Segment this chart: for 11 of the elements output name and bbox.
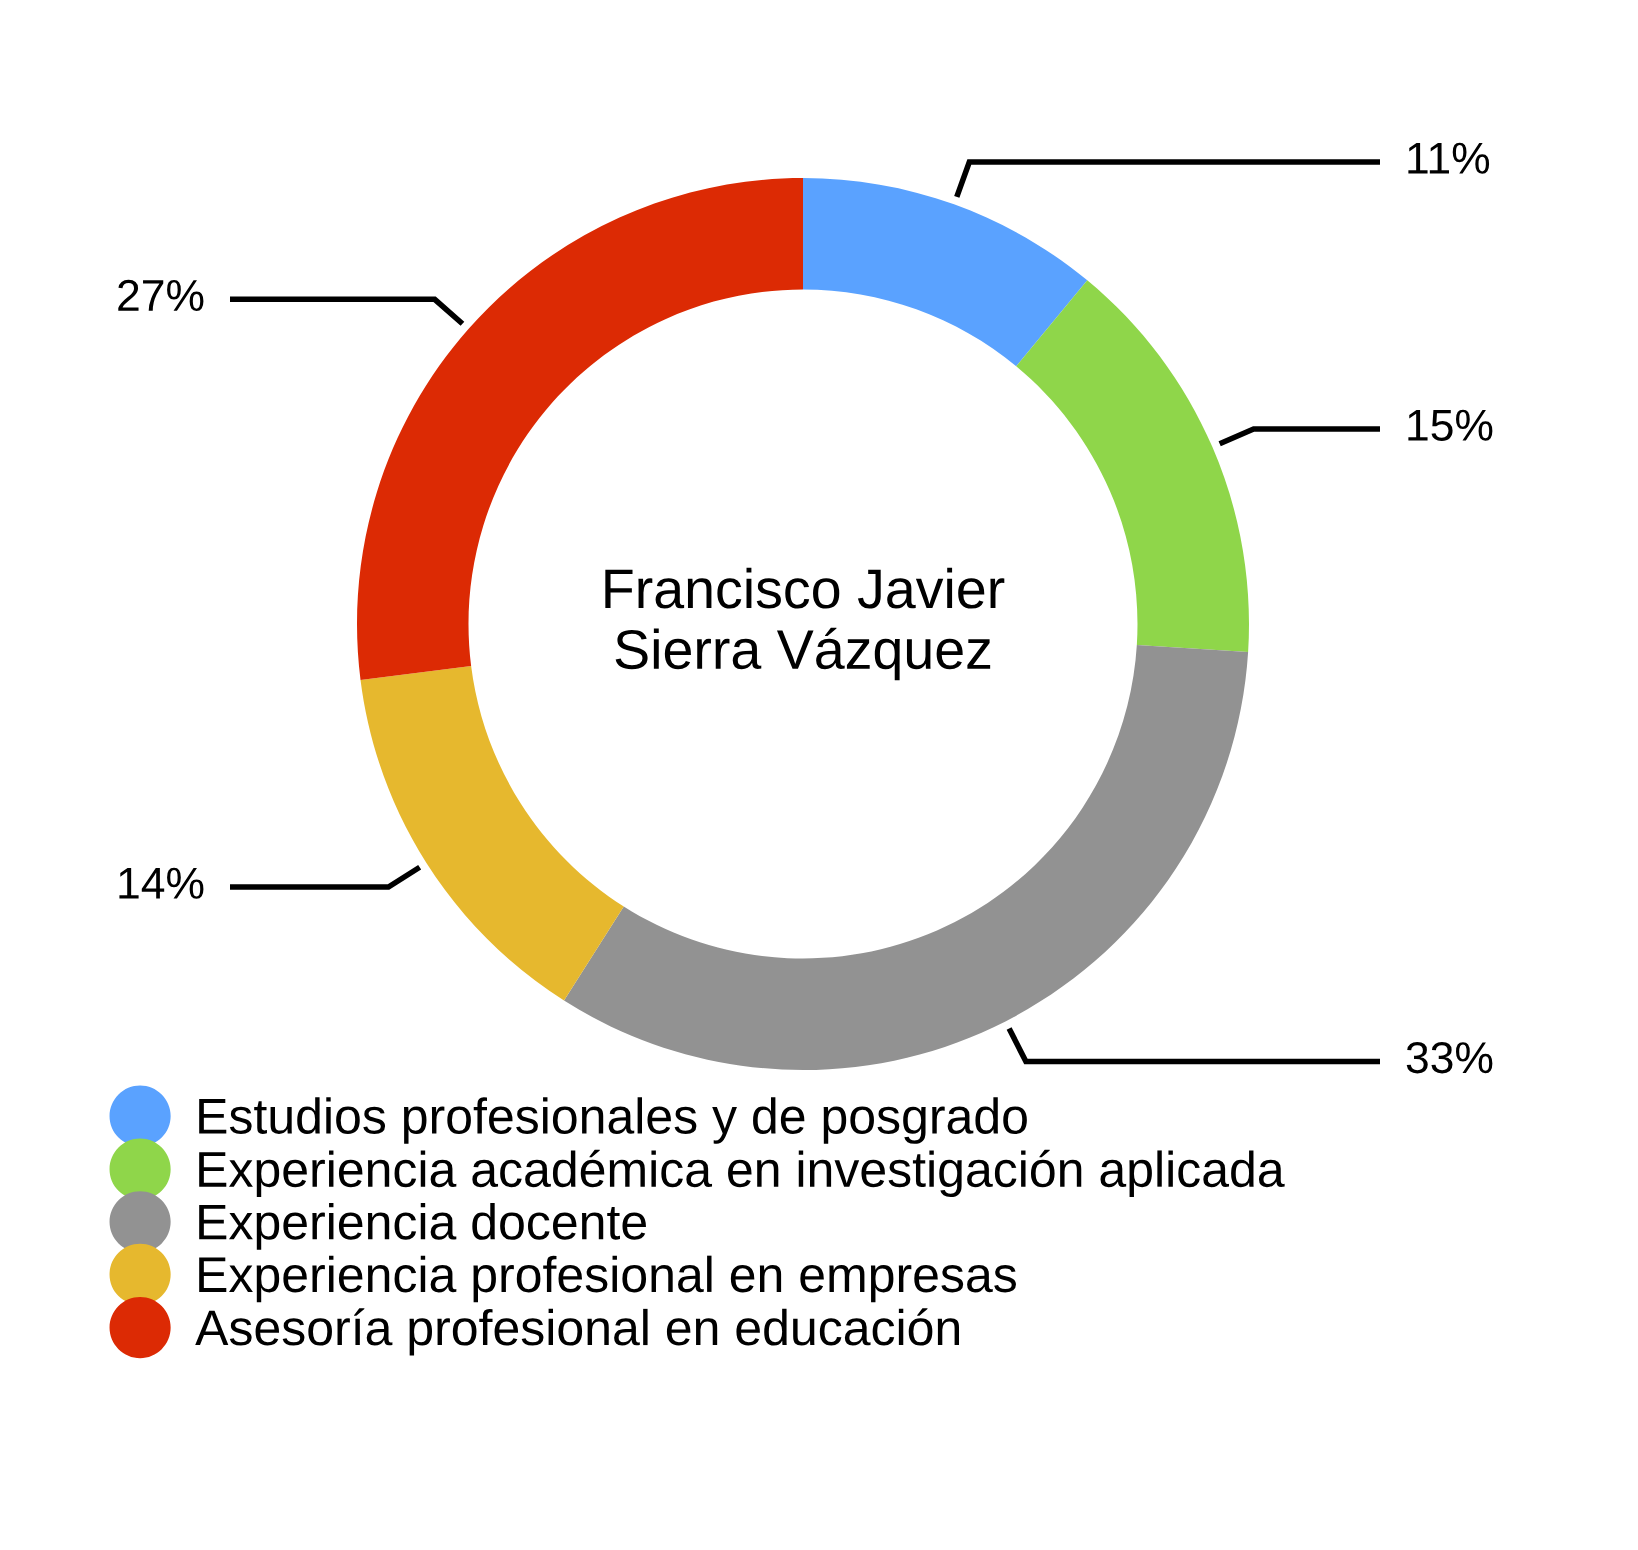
legend-label: Estudios profesionales y de posgrado xyxy=(199,1097,1027,1144)
legend-label: Experiencia académica en investigación aplicada xyxy=(199,1149,1285,1198)
legend-label: Asesoría profesional en educación xyxy=(195,1308,960,1356)
text: Francisco Javier Sierra Vázquez xyxy=(605,567,1005,681)
data-label: 33% xyxy=(1406,1041,1493,1074)
data-label: 15% xyxy=(1408,409,1493,441)
data-label: 14% xyxy=(119,867,204,899)
legend-label: Experiencia docente xyxy=(199,1203,646,1250)
data-label: 11% xyxy=(1408,142,1490,174)
legend-label: Experiencia profesional en empresas xyxy=(199,1255,1016,1303)
data-label: 27% xyxy=(118,279,204,312)
